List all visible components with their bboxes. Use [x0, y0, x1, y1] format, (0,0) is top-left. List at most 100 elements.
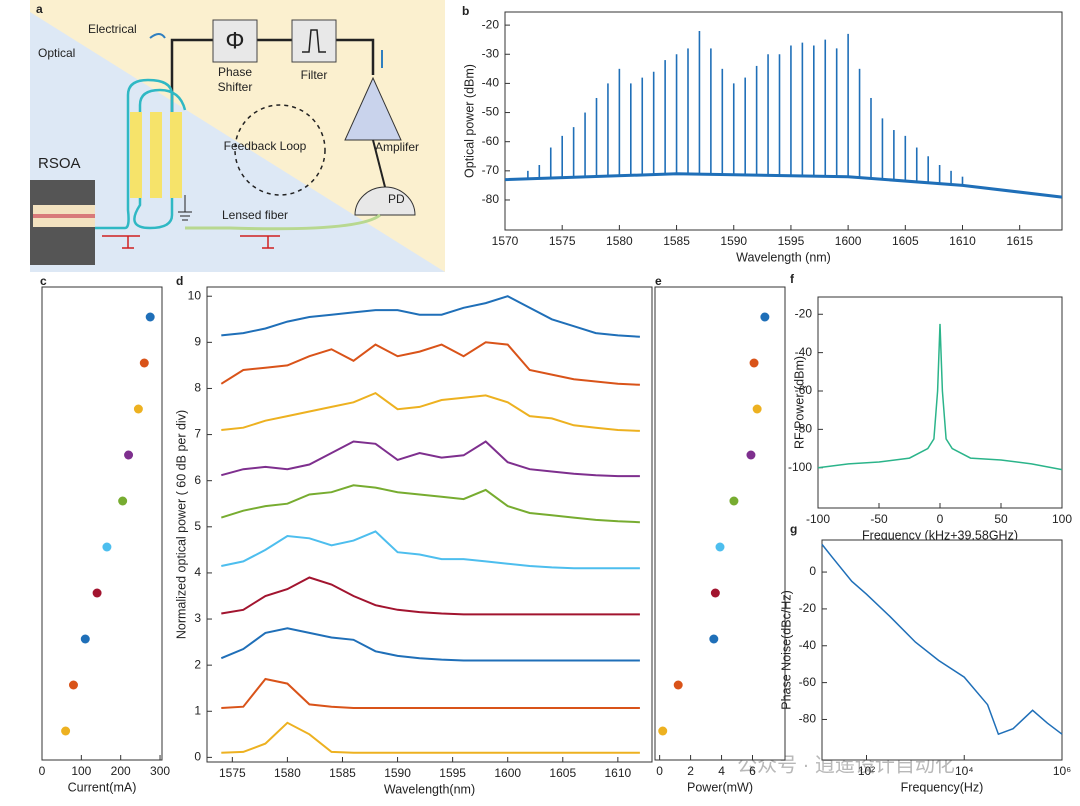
- ring: [95, 78, 174, 230]
- x-tick-label: 0: [39, 764, 46, 778]
- region-label: Electrical: [88, 22, 137, 36]
- x-tick-label: 100: [1052, 512, 1072, 526]
- dot: [746, 450, 756, 460]
- dot: [118, 496, 128, 506]
- y-tick-label: -20: [482, 17, 500, 31]
- y-tick-label: 0: [194, 750, 201, 764]
- x-tick-label: 6: [749, 764, 756, 778]
- y-tick-label: -40: [482, 76, 500, 90]
- y-axis-label: Phase Noise(dBc/Hz): [779, 590, 793, 710]
- y-axis-label: Optical power (dBm): [462, 64, 476, 178]
- plot-frame: [654, 286, 786, 761]
- dot: [752, 404, 762, 414]
- panel-label: g: [790, 522, 797, 536]
- y-tick-label: 5: [194, 519, 201, 533]
- x-tick-label: 1600: [494, 766, 521, 780]
- dot: [80, 634, 90, 644]
- x-tick-label: 1580: [274, 766, 301, 780]
- plot-frame: [821, 539, 1063, 761]
- x-axis-label: Frequency(Hz): [901, 780, 984, 794]
- panel-label: a: [36, 2, 43, 16]
- y-axis-label: RF Power (dBm): [792, 356, 806, 449]
- y-tick-label: 2: [194, 657, 201, 671]
- x-tick-label: 0: [937, 512, 944, 526]
- spectrum: [221, 440, 640, 478]
- y-tick-label: -40: [795, 345, 813, 359]
- x-tick-label: 1605: [549, 766, 576, 780]
- dot: [124, 450, 134, 460]
- panel: c 0 100 200 300 Current(mA): [39, 274, 171, 794]
- x-tick-label: -100: [806, 512, 830, 526]
- component-label: Amplifer: [375, 140, 419, 154]
- x-tick-label: 1580: [606, 234, 633, 248]
- ground: [178, 211, 192, 221]
- dot: [709, 634, 719, 644]
- panel: b 1570 1575 1580 1585 1590 1595 1600 1605 1610 161…: [462, 4, 1063, 264]
- flow-arrow: [149, 33, 166, 39]
- loop-label: Feedback Loop: [224, 139, 307, 153]
- component-label: Filter: [301, 68, 328, 82]
- dot: [102, 542, 112, 552]
- filter-icon: [302, 29, 326, 53]
- x-tick-label: 10²: [858, 764, 875, 778]
- component-label: Phase Shifter: [218, 65, 253, 94]
- x-tick-label: 1600: [835, 234, 862, 248]
- spectrum: [221, 484, 640, 524]
- y-tick-label: -40: [799, 638, 817, 652]
- x-tick-label: 1590: [720, 234, 747, 248]
- x-axis-label: Wavelength(nm): [384, 782, 475, 796]
- spectrum: [221, 721, 640, 754]
- x-tick-label: 1615: [1006, 234, 1033, 248]
- dot: [92, 588, 102, 598]
- y-tick-label: 10: [188, 288, 202, 302]
- polarization-mark: [102, 235, 280, 249]
- dot: [133, 404, 143, 414]
- x-tick-label: 1610: [605, 766, 632, 780]
- y-tick-label: -80: [799, 712, 817, 726]
- dot: [760, 312, 770, 322]
- panel-a: a Electrical Optical Φ Phase Shifter Filt…: [30, 0, 445, 272]
- x-tick-label: 50: [994, 512, 1008, 526]
- y-tick-label: 8: [194, 381, 201, 395]
- y-tick-label: -100: [788, 460, 812, 474]
- dot: [61, 726, 71, 736]
- x-axis-label: Frequency (kHz+39.58GHz): [862, 528, 1018, 542]
- panel-label: f: [790, 272, 795, 286]
- noise-floor: [504, 172, 1063, 199]
- panel: e 0 2 4 6 Power(mW): [654, 274, 786, 794]
- region-label: Optical: [38, 46, 75, 60]
- panel-label: d: [176, 274, 183, 288]
- x-tick-label: 4: [718, 764, 725, 778]
- data-line: [821, 543, 1063, 736]
- y-tick-label: -20: [795, 306, 813, 320]
- filter-box: [291, 19, 337, 63]
- heater: [170, 112, 182, 198]
- y-axis-label: Normalized optical power ( 60 dB per div…: [174, 410, 188, 639]
- x-tick-label: 2: [687, 764, 694, 778]
- y-tick-label: -80: [482, 192, 500, 206]
- dot: [139, 358, 149, 368]
- dot: [68, 680, 78, 690]
- y-tick-label: -60: [482, 134, 500, 148]
- ring-inner: [133, 88, 187, 230]
- x-tick-label: 1575: [219, 766, 246, 780]
- y-tick-label: 3: [194, 611, 201, 625]
- feedback-loop-arrow: [234, 104, 326, 196]
- x-tick-label: -50: [870, 512, 888, 526]
- x-tick-label: 1605: [892, 234, 919, 248]
- dot: [749, 358, 759, 368]
- y-tick-label: -70: [482, 163, 500, 177]
- x-axis-label: Power(mW): [687, 780, 753, 794]
- panel: g 10² 10⁴ 10⁶ -80 -60 -40 -20 0 Frequency(Hz) Phas…: [779, 522, 1071, 794]
- spectrum: [221, 576, 640, 616]
- spectrum: [220, 341, 640, 386]
- panel: f -100 -50 0 50 100 -100 -80 -60 -40 -20 Frequency …: [788, 272, 1072, 542]
- y-tick-label: 1: [194, 703, 201, 717]
- y-tick-label: 7: [194, 427, 201, 441]
- x-tick-label: 300: [150, 764, 170, 778]
- y-tick-label: 9: [194, 335, 201, 349]
- phase-shifter-box: [212, 19, 258, 63]
- y-tick-label: -30: [482, 46, 500, 60]
- x-tick-label: 1595: [439, 766, 466, 780]
- x-tick-label: 1590: [384, 766, 411, 780]
